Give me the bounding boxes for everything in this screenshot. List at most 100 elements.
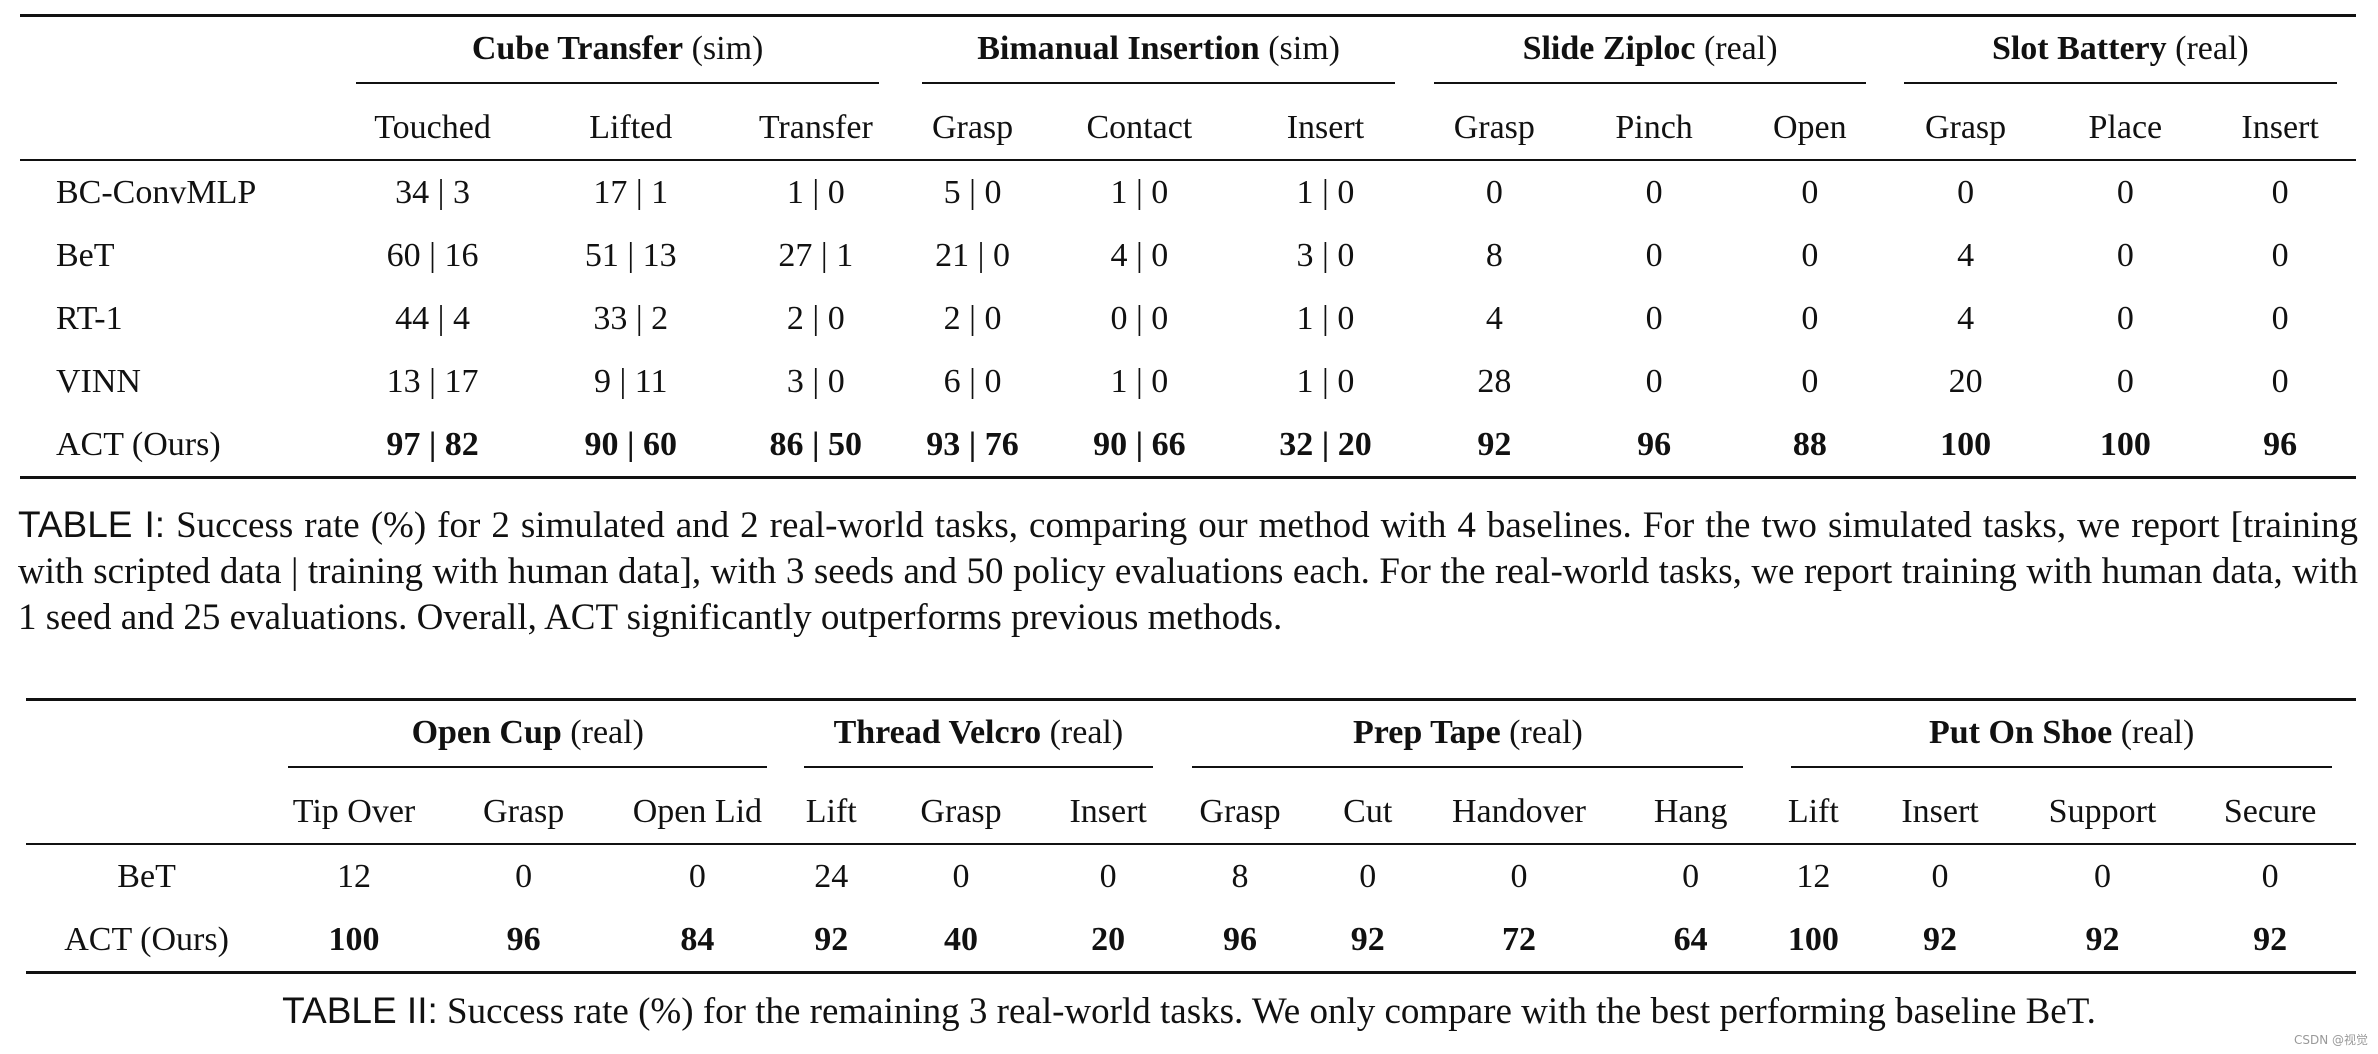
value-cell: 8	[1485, 236, 1503, 274]
value-cell: 0	[1682, 857, 1700, 895]
value-cell: 0	[2261, 857, 2279, 895]
column-header: Hang	[1653, 793, 1728, 830]
value-cell: 2 | 0	[786, 299, 845, 337]
value-cell: 72	[1501, 920, 1536, 958]
column-header: Lifted	[589, 109, 673, 146]
value-cell: 90 | 60	[584, 425, 678, 463]
value-cell: 1 | 0	[1296, 362, 1355, 400]
group-header: Slot Battery (real)	[1903, 30, 2338, 84]
column-header: Secure	[2223, 793, 2317, 830]
value-cell: 1 | 0	[1296, 299, 1355, 337]
watermark: CSDN @视觉	[2293, 1033, 2368, 1047]
column-header: Cut	[1343, 793, 1393, 830]
group-header: Prep Tape (real)	[1192, 714, 1744, 768]
value-cell: 24	[814, 857, 849, 895]
value-cell: 0	[1645, 173, 1663, 211]
value-cell: 92	[814, 920, 849, 958]
value-cell: 86 | 50	[769, 425, 863, 463]
value-cell: 13 | 17	[386, 362, 479, 400]
group-header: Put On Shoe (real)	[1790, 714, 2333, 768]
value-cell: 100	[2099, 425, 2151, 463]
column-header: Grasp	[1199, 793, 1281, 830]
value-cell: 88	[1792, 425, 1827, 463]
value-cell: 0	[2271, 173, 2289, 211]
column-header: Contact	[1086, 109, 1193, 146]
value-cell: 0	[1645, 236, 1663, 274]
column-headers: Touched Lifted Transfer Grasp Contact In…	[20, 97, 2356, 160]
method-cell: BC-ConvMLP	[56, 173, 257, 211]
table-row: BC-ConvMLP 34 | 3 17 | 1 1 | 0 5 | 0 1 | 0 1 |…	[20, 160, 2356, 224]
value-cell: 0	[2271, 362, 2289, 400]
value-cell: 40	[944, 920, 979, 958]
table-row: RT-1 44 | 4 33 | 2 2 | 0 2 | 0 0 | 0 1 | 0 4 0 0 4…	[20, 287, 2356, 350]
value-cell: 0	[1510, 857, 1528, 895]
value-cell: 92	[1923, 920, 1958, 958]
value-cell: 0	[2116, 236, 2134, 274]
column-header: Open Lid	[632, 793, 763, 830]
table-row: BeT 60 | 16 51 | 13 27 | 1 21 | 0 4 | 0 3 | 0 8…	[20, 224, 2356, 287]
table-1: Cube Transfer (sim) Bimanual Insertion (…	[20, 14, 2356, 479]
value-cell: 0	[2094, 857, 2111, 895]
value-cell: 0	[1645, 299, 1663, 337]
column-header: Support	[2048, 793, 2157, 830]
table-row: VINN 13 | 17 9 | 11 3 | 0 6 | 0 1 | 0 1 | 0 28 0…	[20, 350, 2356, 413]
value-cell: 84	[680, 920, 715, 958]
value-cell: 20	[1948, 362, 1983, 400]
column-header: Handover	[1451, 793, 1586, 830]
value-cell: 0	[1645, 362, 1663, 400]
value-cell: 0	[1931, 857, 1949, 895]
table-2: Open Cup (real) Thread Velcro (real) Pre…	[26, 698, 2356, 974]
group-header: Bimanual Insertion (sim)	[922, 30, 1395, 84]
value-cell: 0	[1801, 362, 1819, 400]
value-cell: 0	[2116, 362, 2134, 400]
value-cell: 100	[328, 920, 380, 958]
column-header: Lift	[805, 793, 857, 830]
value-cell: 90 | 66	[1093, 425, 1186, 463]
value-cell: 0	[1801, 236, 1819, 274]
method-cell: ACT (Ours)	[64, 920, 229, 958]
method-cell: RT-1	[56, 299, 123, 337]
column-header: Place	[2088, 109, 2163, 146]
method-cell: VINN	[56, 362, 141, 400]
value-cell: 2 | 0	[943, 299, 1002, 337]
column-header: Insert	[1901, 793, 1979, 830]
value-cell: 20	[1091, 920, 1126, 958]
value-cell: 92	[1350, 920, 1385, 958]
value-cell: 4 | 0	[1110, 236, 1169, 274]
value-cell: 1 | 0	[1296, 173, 1355, 211]
column-header: Touched	[374, 109, 491, 146]
value-cell: 0 | 0	[1110, 299, 1169, 337]
value-cell: 8	[1231, 857, 1249, 895]
value-cell: 33 | 2	[593, 299, 669, 337]
value-cell: 0	[1801, 173, 1819, 211]
value-cell: 4	[1957, 236, 1975, 274]
table-row: BeT 12 0 0 24 0 0 8 0 0 0 12 0 0 0	[26, 844, 2356, 908]
column-header: Open	[1773, 109, 1847, 146]
value-cell: 92	[1477, 425, 1512, 463]
value-cell: 0	[515, 857, 533, 895]
value-cell: 93 | 76	[926, 425, 1019, 463]
value-cell: 1 | 0	[786, 173, 845, 211]
group-header: Open Cup (real)	[288, 714, 768, 768]
row-header	[26, 700, 267, 782]
column-header: Tip Over	[292, 793, 416, 830]
value-cell: 0	[688, 857, 706, 895]
value-cell: 27 | 1	[778, 236, 854, 274]
column-header: Grasp	[931, 109, 1014, 146]
value-cell: 100	[1787, 920, 1839, 958]
value-cell: 0	[1801, 299, 1819, 337]
group-header: Thread Velcro (real)	[803, 714, 1154, 768]
column-header: Grasp	[483, 793, 565, 830]
table-2-caption: TABLE II: Success rate (%) for the remai…	[282, 990, 2096, 1032]
value-cell: 12	[1796, 857, 1831, 895]
column-header: Insert	[1069, 793, 1147, 830]
value-cell: 100	[1940, 425, 1992, 463]
value-cell: 60 | 16	[386, 236, 479, 274]
value-cell: 51 | 13	[584, 236, 677, 274]
value-cell: 96	[1637, 425, 1672, 463]
column-header: Lift	[1787, 793, 1839, 830]
table-row: ACT (Ours) 97 | 82 90 | 60 86 | 50 93 | 76 90…	[20, 413, 2356, 478]
value-cell: 0	[952, 857, 970, 895]
value-cell: 9 | 11	[593, 362, 668, 400]
method-cell: BeT	[117, 857, 176, 895]
